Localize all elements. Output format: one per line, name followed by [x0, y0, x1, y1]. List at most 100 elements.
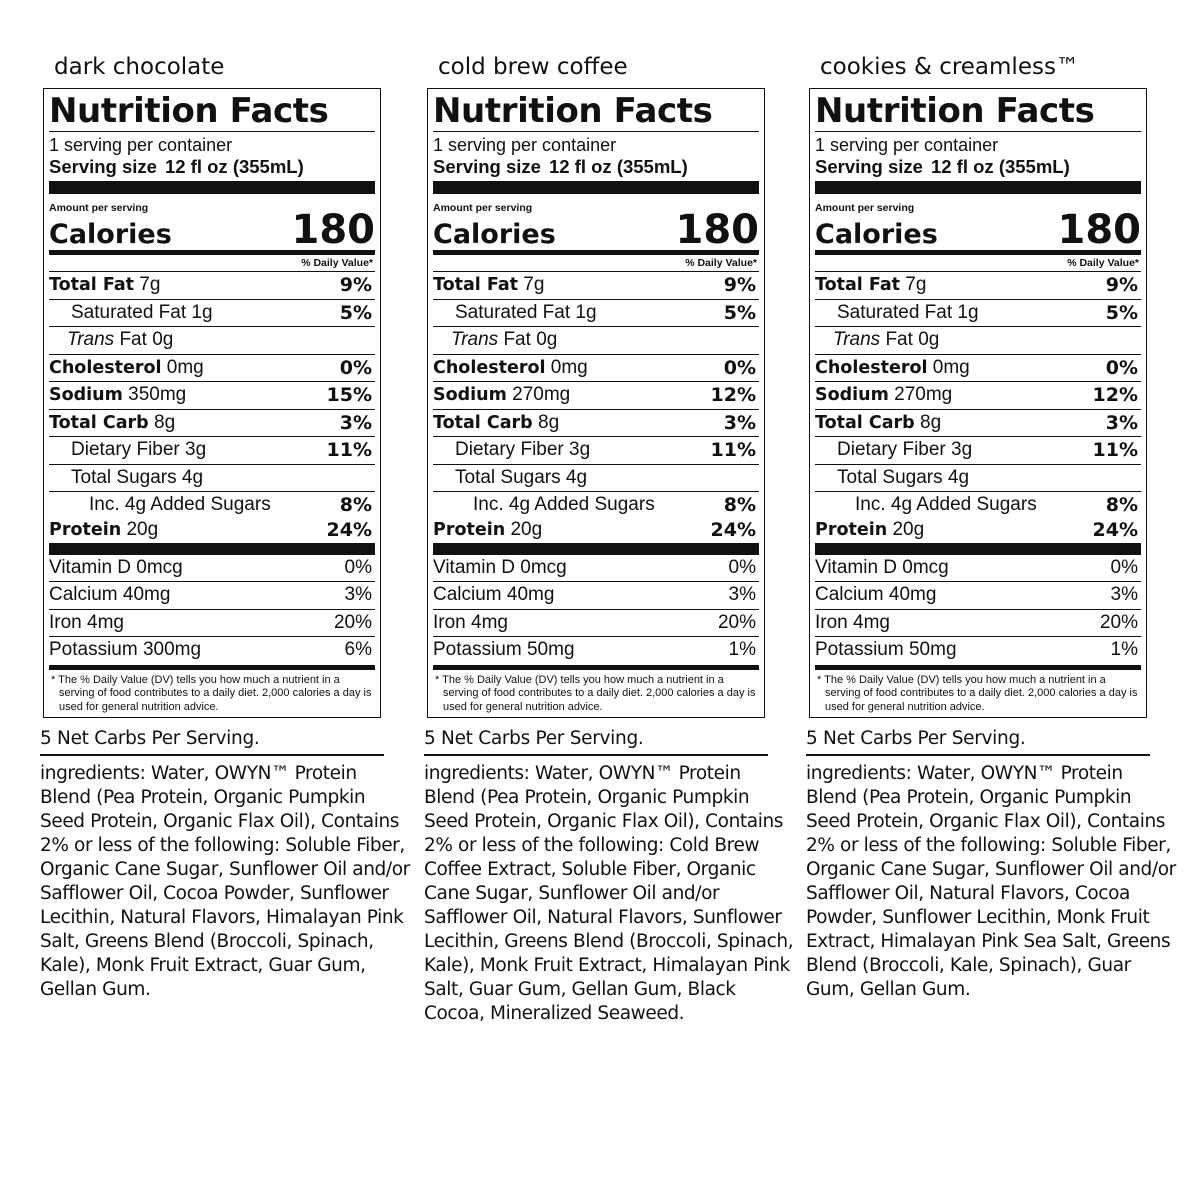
- nutrient-dv: 15%: [326, 384, 372, 407]
- calories-value: 180: [675, 207, 760, 253]
- nutrient-dv: 9%: [1105, 274, 1138, 297]
- nutrient-label: Inc. 4g Added Sugars: [473, 494, 655, 516]
- nutrient-row-cholesterol: Cholesterol 0mg 0%: [49, 355, 375, 382]
- calories-value: 180: [291, 207, 376, 253]
- calories-label: Calories: [815, 219, 938, 250]
- vitamin-label: Vitamin D 0mcg: [433, 556, 567, 578]
- nutrient-row-protein: Protein 20g 24%: [433, 519, 759, 541]
- nutrient-dv: 11%: [326, 439, 372, 462]
- nutrient-label: Inc. 4g Added Sugars: [855, 494, 1037, 516]
- nutrient-label: Total Carb 8g: [49, 411, 176, 433]
- nutrient-label: Protein 20g: [433, 518, 543, 540]
- ingredients-label: ingredients:: [806, 763, 912, 784]
- nutrient-row-sodium: Sodium 270mg 12%: [433, 382, 759, 410]
- nutrient-dv: 3%: [1105, 411, 1138, 434]
- ingredients-text: ingredients: Water, OWYN™ Protein Blend …: [424, 762, 796, 1026]
- vitamin-dv: 3%: [1110, 584, 1138, 606]
- vitamin-label: Vitamin D 0mcg: [49, 556, 183, 578]
- flavor-title: cold brew coffee: [438, 54, 628, 80]
- nutrient-dv: 12%: [710, 384, 756, 407]
- nutrient-row-saturated-fat: Saturated Fat 1g 5%: [49, 300, 375, 327]
- nutrition-facts-panel: Nutrition Facts 1 serving per container …: [427, 88, 765, 718]
- nutrient-row-sodium: Sodium 270mg 12%: [815, 382, 1141, 410]
- nutrient-dv: 24%: [1092, 518, 1138, 541]
- servings-per-container: 1 serving per container: [49, 135, 233, 155]
- nutrient-row-protein: Protein 20g 24%: [49, 519, 375, 541]
- amount-per-serving: Amount per serving: [815, 202, 915, 214]
- divider-medium: [49, 250, 375, 255]
- vitamin-dv: 0%: [1110, 556, 1138, 578]
- net-carbs-note: 5 Net Carbs Per Serving.: [806, 728, 1150, 756]
- vitamin-label: Calcium 40mg: [815, 584, 937, 606]
- label-column-cookies-creamless: cookies & creamless™ Nutrition Facts 1 s…: [806, 52, 1178, 1002]
- nutrient-dv: 24%: [326, 518, 372, 541]
- vitamin-dv: 20%: [1099, 611, 1138, 633]
- vitamin-row-calcium: Calcium 40mg 3%: [433, 582, 759, 610]
- daily-value-footnote: * The % Daily Value (DV) tells you how m…: [815, 664, 1141, 715]
- divider-medium: [815, 250, 1141, 255]
- daily-value-header: % Daily Value*: [49, 255, 375, 272]
- vitamin-label: Potassium 50mg: [433, 639, 575, 661]
- nutrition-facts-title: Nutrition Facts: [49, 91, 375, 132]
- vitamin-dv: 20%: [333, 611, 372, 633]
- vitamin-label: Potassium 300mg: [49, 639, 202, 661]
- net-carbs-note: 5 Net Carbs Per Serving.: [424, 728, 768, 756]
- nutrient-row-saturated-fat: Saturated Fat 1g 5%: [433, 300, 759, 327]
- nutrient-row-sodium: Sodium 350mg 15%: [49, 382, 375, 410]
- nutrient-label: Dietary Fiber 3g: [837, 439, 973, 461]
- nutrient-dv: 5%: [339, 301, 372, 324]
- nutrient-row-saturated-fat: Saturated Fat 1g 5%: [815, 300, 1141, 327]
- nutrient-label: Total Sugars 4g: [455, 466, 588, 488]
- nutrient-label: Trans Fat 0g: [67, 329, 174, 351]
- nutrient-dv: 8%: [1105, 494, 1138, 517]
- nutrient-row-total-carb: Total Carb 8g 3%: [815, 410, 1141, 437]
- vitamin-label: Iron 4mg: [433, 611, 508, 633]
- nutrient-row-total-fat: Total Fat 7g 9%: [815, 272, 1141, 300]
- nutrient-dv: 24%: [710, 518, 756, 541]
- nutrient-dv: 3%: [723, 411, 756, 434]
- nutrient-row-total-sugars: Total Sugars 4g: [815, 465, 1141, 492]
- vitamin-label: Potassium 50mg: [815, 639, 957, 661]
- nutrient-row-dietary-fiber: Dietary Fiber 3g 11%: [815, 437, 1141, 465]
- vitamin-dv: 3%: [728, 584, 756, 606]
- vitamin-label: Iron 4mg: [815, 611, 890, 633]
- nutrient-label: Saturated Fat 1g: [837, 301, 979, 323]
- nutrient-row-trans-fat: Trans Fat 0g: [815, 327, 1141, 355]
- divider-thick: [433, 181, 759, 194]
- nutrient-row-dietary-fiber: Dietary Fiber 3g 11%: [49, 437, 375, 465]
- label-column-dark-chocolate: dark chocolate Nutrition Facts 1 serving…: [40, 52, 412, 1002]
- divider-thick: [815, 181, 1141, 194]
- vitamin-row-iron: Iron 4mg 20%: [815, 610, 1141, 637]
- serving-size-label: Serving size: [815, 156, 923, 177]
- nutrient-label: Sodium 350mg: [49, 384, 187, 406]
- nutrient-dv: 11%: [710, 439, 756, 462]
- nutrient-row-total-carb: Total Carb 8g 3%: [433, 410, 759, 437]
- nutrient-row-total-carb: Total Carb 8g 3%: [49, 410, 375, 437]
- divider-thick: [49, 181, 375, 194]
- nutrient-dv: 8%: [339, 494, 372, 517]
- nutrient-dv: 11%: [1092, 439, 1138, 462]
- nutrient-row-cholesterol: Cholesterol 0mg 0%: [433, 355, 759, 382]
- nutrient-label: Inc. 4g Added Sugars: [89, 494, 271, 516]
- serving-size: Serving size 12 fl oz (355mL): [815, 156, 1141, 178]
- nutrient-label: Trans Fat 0g: [833, 329, 940, 351]
- nutrient-label: Total Fat 7g: [815, 274, 927, 296]
- daily-value-header: % Daily Value*: [433, 255, 759, 272]
- vitamin-row-calcium: Calcium 40mg 3%: [815, 582, 1141, 610]
- nutrient-label: Total Sugars 4g: [837, 466, 970, 488]
- vitamin-row-iron: Iron 4mg 20%: [49, 610, 375, 637]
- nutrient-label: Protein 20g: [49, 518, 159, 540]
- nutrient-row-total-fat: Total Fat 7g 9%: [49, 272, 375, 300]
- ingredients-label: ingredients:: [40, 763, 146, 784]
- nutrient-dv: 8%: [723, 494, 756, 517]
- nutrient-label: Total Fat 7g: [433, 274, 545, 296]
- vitamin-row-calcium: Calcium 40mg 3%: [49, 582, 375, 610]
- amount-per-serving: Amount per serving: [49, 202, 149, 214]
- nutrient-row-added-sugars: Inc. 4g Added Sugars 8%: [49, 492, 375, 519]
- serving-size-label: Serving size: [49, 156, 157, 177]
- label-column-cold-brew-coffee: cold brew coffee Nutrition Facts 1 servi…: [424, 52, 796, 1026]
- nutrient-label: Cholesterol 0mg: [815, 356, 970, 378]
- nutrient-row-protein: Protein 20g 24%: [815, 519, 1141, 541]
- serving-size: Serving size 12 fl oz (355mL): [433, 156, 759, 178]
- vitamin-dv: 1%: [1110, 639, 1138, 661]
